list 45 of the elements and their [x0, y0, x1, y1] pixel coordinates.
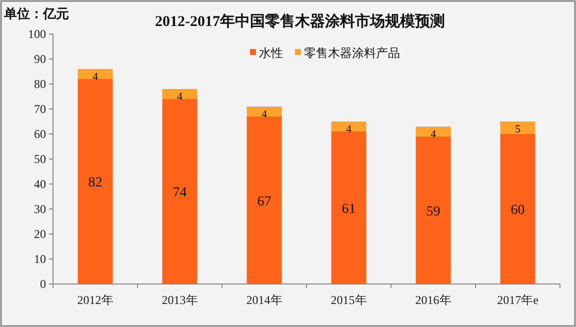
data-label: 59: [426, 204, 440, 220]
y-tick-label: 70: [34, 102, 46, 116]
y-tick-label: 100: [28, 27, 46, 41]
x-tick-label: 2012年: [77, 293, 114, 307]
y-tick-label: 0: [40, 277, 46, 291]
x-tick-label: 2017年e: [497, 293, 538, 307]
bar: [500, 134, 536, 284]
data-label: 5: [515, 124, 521, 136]
data-label: 4: [346, 124, 352, 136]
y-tick-label: 20: [34, 227, 46, 241]
bar: [331, 132, 366, 284]
bar: [331, 122, 366, 132]
x-tick-label: 2016年: [415, 293, 452, 307]
bar: [246, 106, 282, 116]
bar: [162, 99, 198, 284]
y-tick-label: 30: [34, 202, 46, 216]
data-label: 4: [92, 71, 98, 83]
bar: [78, 69, 113, 79]
bar: [416, 136, 451, 284]
y-tick-label: 90: [34, 52, 46, 66]
x-tick-label: 2013年: [162, 293, 198, 307]
data-label: 4: [177, 91, 183, 103]
y-tick-label: 40: [34, 177, 46, 191]
bar: [500, 122, 536, 134]
y-tick-label: 80: [34, 77, 46, 91]
bar: [246, 116, 282, 284]
text: 单位：亿元: [3, 6, 69, 21]
chart-title: 2012-2017年中国零售木器涂料市场规模预测: [155, 12, 445, 30]
bar: [416, 126, 451, 136]
y-tick-label: 60: [34, 127, 46, 141]
x-tick-label: 2014年: [246, 293, 282, 307]
data-label: 4: [262, 108, 268, 120]
bar: [78, 79, 113, 284]
y-tick-label: 50: [34, 152, 46, 166]
data-label: 4: [430, 128, 436, 140]
data-label: 67: [257, 194, 272, 210]
x-tick-label: 2015年: [330, 293, 367, 307]
legend-label: 零售木器涂料产品: [304, 46, 400, 60]
data-label: 61: [342, 202, 356, 217]
data-label: 60: [510, 203, 525, 218]
y-tick-label: 10: [34, 252, 46, 266]
data-label: 82: [88, 176, 102, 190]
legend-label: 水性: [259, 46, 283, 60]
data-label: 74: [172, 186, 187, 200]
bar: [162, 89, 198, 99]
